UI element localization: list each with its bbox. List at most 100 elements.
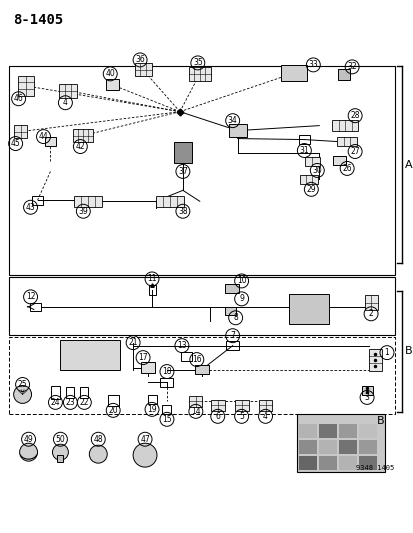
Text: 1: 1 xyxy=(384,348,388,357)
Bar xyxy=(364,295,377,310)
Text: 38: 38 xyxy=(178,207,187,216)
Bar xyxy=(299,440,316,454)
Text: 4: 4 xyxy=(63,98,68,107)
Bar xyxy=(297,414,384,472)
Text: 20: 20 xyxy=(108,406,118,415)
Text: 26: 26 xyxy=(342,164,351,173)
Text: 30: 30 xyxy=(312,166,321,175)
Text: 18: 18 xyxy=(162,367,171,376)
Bar xyxy=(173,142,191,164)
Text: 29: 29 xyxy=(306,185,316,194)
Bar xyxy=(60,340,120,369)
Bar xyxy=(358,440,376,454)
Text: 8: 8 xyxy=(233,313,237,322)
Text: 12: 12 xyxy=(26,293,35,301)
Text: B: B xyxy=(404,345,411,356)
Bar xyxy=(141,362,154,373)
Circle shape xyxy=(89,445,107,463)
Bar xyxy=(181,352,192,361)
Text: 34: 34 xyxy=(227,116,237,125)
Bar xyxy=(210,400,224,411)
Bar xyxy=(30,303,41,311)
Text: 6: 6 xyxy=(215,412,220,421)
Text: 11: 11 xyxy=(147,274,157,284)
Bar xyxy=(338,440,356,454)
Text: 24: 24 xyxy=(50,398,60,407)
Text: 42: 42 xyxy=(75,142,85,151)
Bar xyxy=(361,386,372,395)
Bar xyxy=(134,63,151,76)
Bar xyxy=(332,156,345,165)
Text: 9: 9 xyxy=(239,294,244,303)
Text: 27: 27 xyxy=(349,147,359,156)
Bar xyxy=(337,69,349,80)
Bar xyxy=(299,456,316,470)
Text: 14: 14 xyxy=(190,407,200,416)
Text: 21: 21 xyxy=(128,338,138,347)
Circle shape xyxy=(133,443,157,467)
Text: 10: 10 xyxy=(236,277,246,286)
Bar xyxy=(80,387,88,398)
Bar xyxy=(318,456,337,470)
Bar xyxy=(73,129,93,142)
Text: 48: 48 xyxy=(93,435,103,444)
Text: 19: 19 xyxy=(147,405,157,414)
Text: 32: 32 xyxy=(347,62,356,71)
Bar xyxy=(189,396,202,407)
Circle shape xyxy=(52,444,68,460)
Text: 35: 35 xyxy=(192,59,202,67)
Text: 22: 22 xyxy=(79,398,89,407)
Text: 13: 13 xyxy=(177,341,186,350)
Bar xyxy=(147,395,156,404)
Text: A: A xyxy=(404,160,411,171)
Bar xyxy=(234,400,248,411)
Bar xyxy=(51,386,60,399)
Bar xyxy=(148,285,155,295)
Text: 15: 15 xyxy=(162,415,171,424)
Bar xyxy=(224,285,238,293)
Bar xyxy=(318,440,337,454)
Bar xyxy=(105,79,119,90)
Bar xyxy=(156,196,183,207)
Bar xyxy=(195,365,208,374)
Text: 39: 39 xyxy=(78,207,88,216)
Bar xyxy=(32,196,43,205)
Bar xyxy=(18,76,33,96)
Text: 47: 47 xyxy=(140,435,150,444)
Text: 16: 16 xyxy=(192,355,201,364)
Text: 2: 2 xyxy=(368,309,373,318)
Bar xyxy=(66,387,74,398)
Bar xyxy=(304,157,319,166)
Text: 50: 50 xyxy=(55,435,65,444)
Bar xyxy=(59,84,77,98)
Text: 4: 4 xyxy=(262,412,267,421)
Bar xyxy=(298,135,309,144)
Bar xyxy=(160,378,173,387)
Bar xyxy=(300,175,318,184)
Bar xyxy=(14,125,27,138)
Bar xyxy=(337,137,356,146)
Text: 45: 45 xyxy=(11,139,21,148)
Text: 37: 37 xyxy=(178,167,188,176)
Bar xyxy=(338,456,356,470)
Text: 31: 31 xyxy=(299,146,309,155)
Text: 9348 1405: 9348 1405 xyxy=(355,465,393,471)
Text: 44: 44 xyxy=(38,132,48,141)
Text: 25: 25 xyxy=(18,380,27,389)
Bar xyxy=(45,137,56,146)
Text: B: B xyxy=(377,416,384,426)
Bar xyxy=(281,65,306,81)
Bar xyxy=(162,405,171,414)
Text: 43: 43 xyxy=(26,203,36,212)
Text: 17: 17 xyxy=(138,353,147,362)
Bar xyxy=(331,120,357,131)
Bar xyxy=(9,277,394,335)
Bar xyxy=(225,341,239,350)
Text: 3: 3 xyxy=(364,393,369,402)
Bar xyxy=(107,395,119,406)
Text: 5: 5 xyxy=(239,412,244,421)
Bar xyxy=(318,424,337,438)
Circle shape xyxy=(14,385,31,403)
Bar xyxy=(358,456,376,470)
Bar xyxy=(368,349,381,370)
